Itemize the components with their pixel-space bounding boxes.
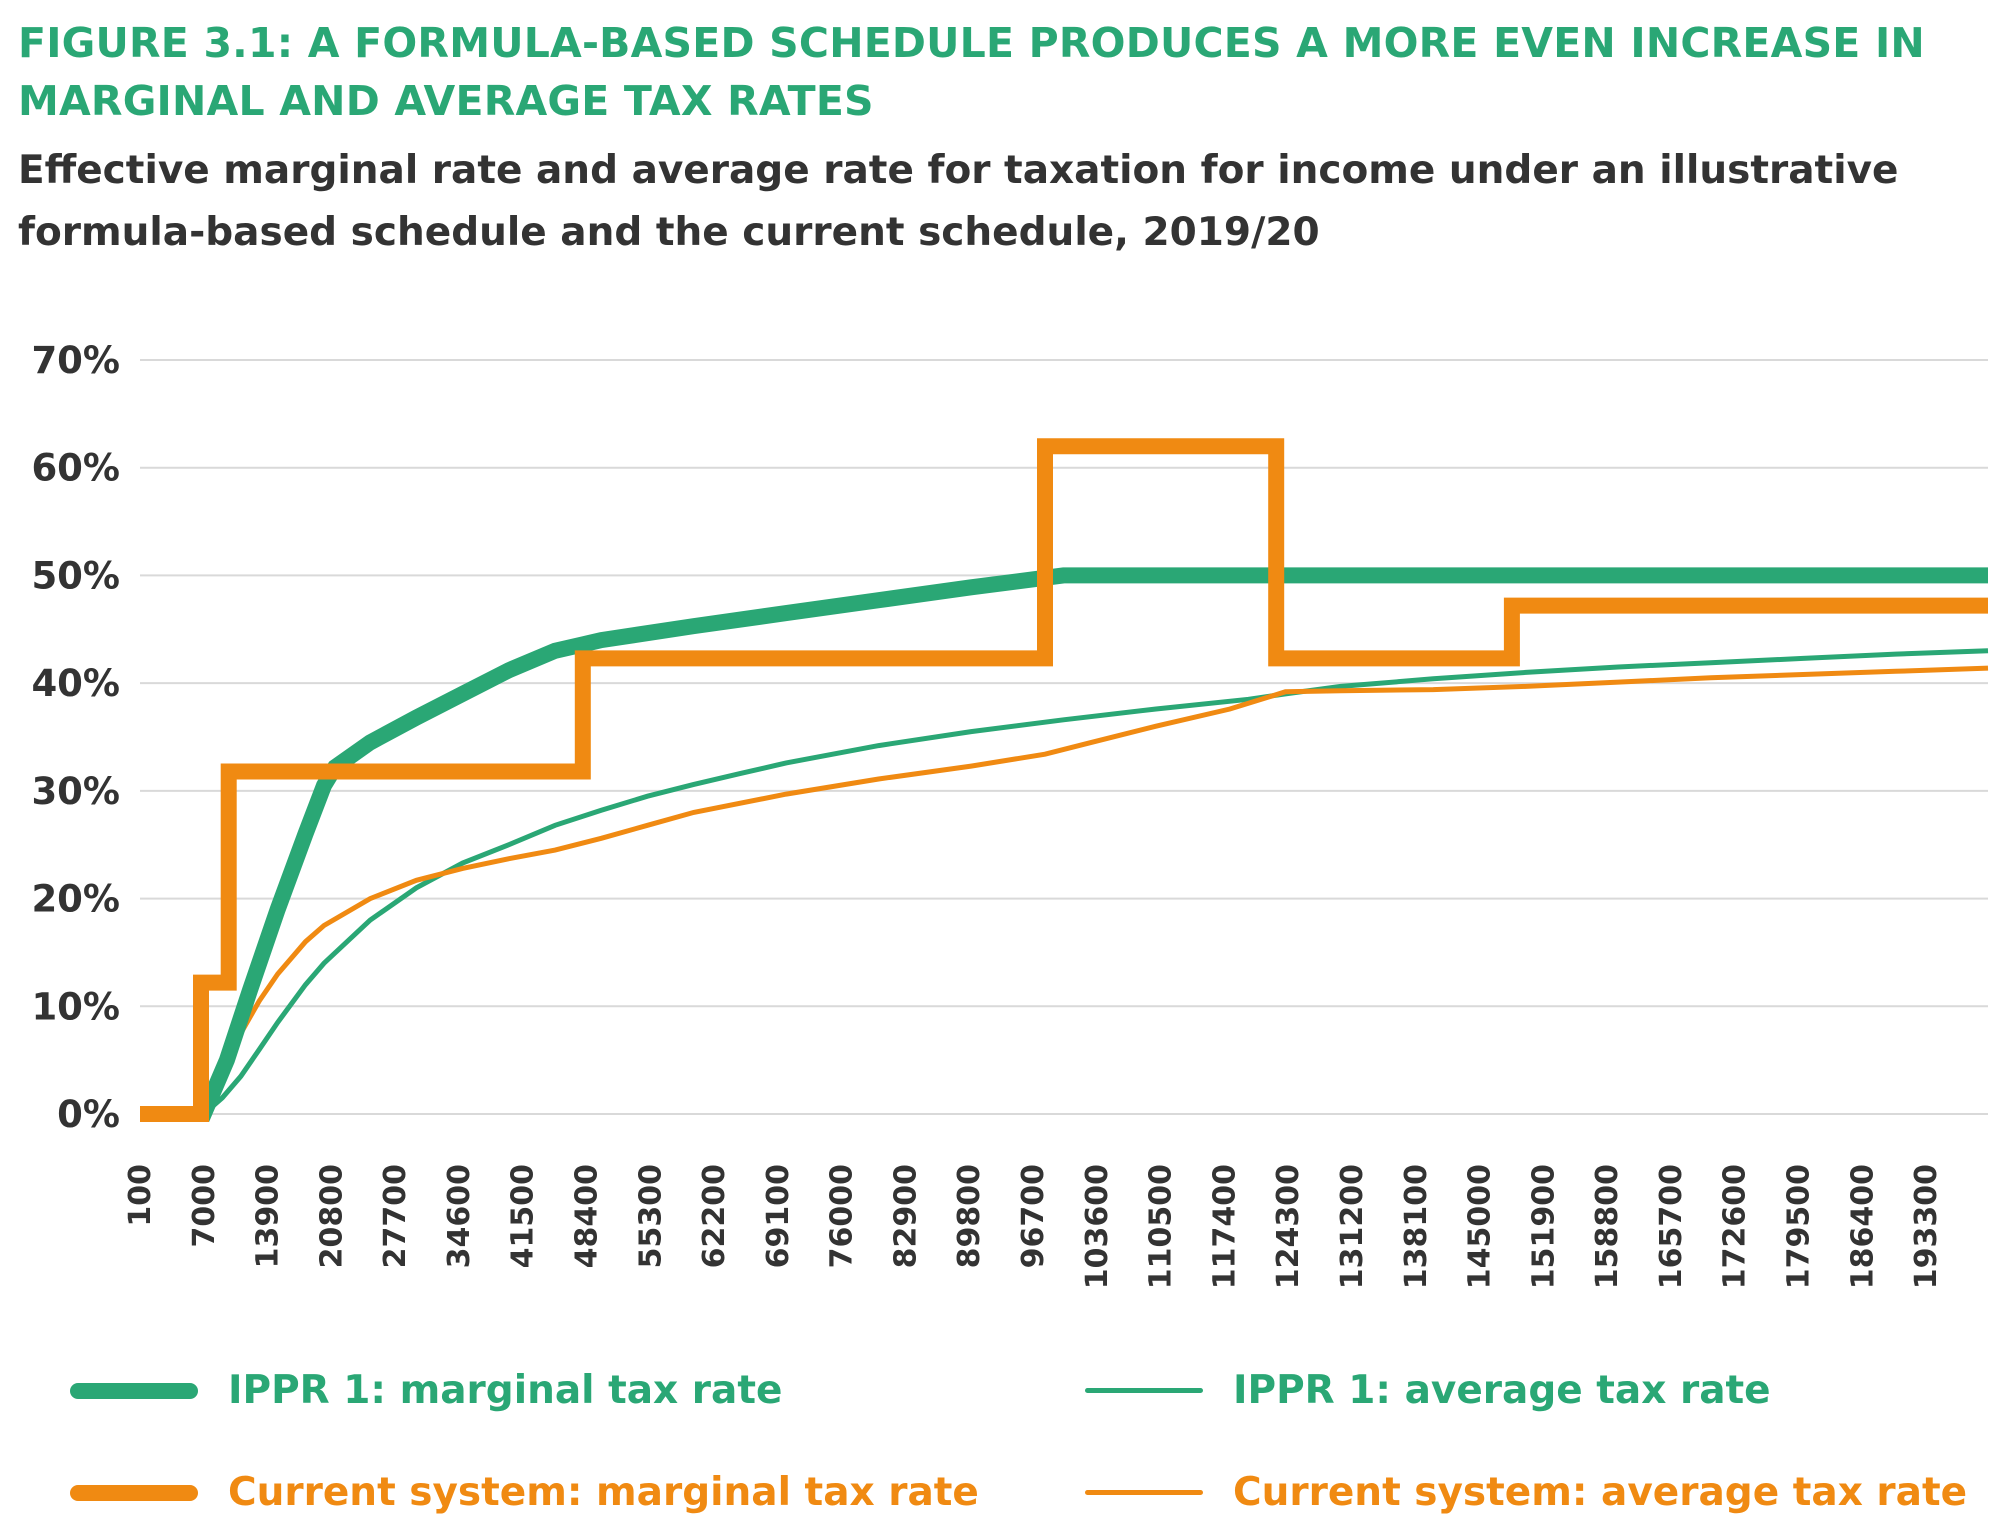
x-tick-label: 186400 — [1845, 1164, 1880, 1289]
x-tick-label: 62200 — [697, 1164, 732, 1268]
y-tick-label: 30% — [31, 770, 120, 813]
x-tick-label: 110500 — [1144, 1164, 1179, 1289]
x-tick-label: 100 — [123, 1164, 158, 1227]
legend-label-ippr-marginal: IPPR 1: marginal tax rate — [228, 1368, 783, 1413]
y-tick-label: 50% — [31, 554, 120, 597]
x-tick-label: 145000 — [1463, 1164, 1498, 1289]
x-tick-label: 138100 — [1399, 1164, 1434, 1289]
legend-swatch-current-marginal — [70, 1484, 198, 1501]
legend-swatch-current-average — [1085, 1490, 1203, 1495]
series-lines — [140, 438, 1989, 1122]
figure-heading: FIGURE 3.1: A FORMULA-BASED SCHEDULE PRO… — [18, 19, 1925, 125]
x-tick-label: 55300 — [633, 1164, 668, 1268]
x-tick-label: 69100 — [761, 1164, 796, 1268]
legend-current-average: Current system: average tax rate — [1085, 1470, 1967, 1515]
legend-swatch-ippr-marginal — [70, 1382, 198, 1399]
x-tick-label: 179500 — [1781, 1164, 1816, 1289]
x-tick-label: 20800 — [314, 1164, 349, 1268]
y-tick-label: 40% — [31, 662, 120, 705]
legend-label-ippr-average: IPPR 1: average tax rate — [1233, 1368, 1771, 1413]
series-line-current-system-average-tax-rate — [140, 665, 1989, 1117]
legend-label-current-average: Current system: average tax rate — [1233, 1470, 1968, 1515]
chart-subtitle: Effective marginal rate and average rate… — [18, 148, 1899, 255]
y-tick-label: 0% — [57, 1093, 120, 1136]
legend-swatch-ippr-average — [1085, 1388, 1203, 1393]
y-axis-tick-labels: 0% 10% 20% 30% 40% 50% 60% 70% — [31, 339, 120, 1136]
x-tick-label: 7000 — [187, 1164, 222, 1248]
x-tick-label: 76000 — [825, 1164, 860, 1268]
x-tick-label: 103600 — [1080, 1164, 1115, 1289]
y-tick-label: 20% — [31, 878, 120, 921]
x-tick-label: 13900 — [251, 1164, 286, 1268]
x-tick-label: 124300 — [1271, 1164, 1306, 1289]
x-tick-label: 48400 — [570, 1164, 605, 1268]
x-tick-label: 193300 — [1909, 1164, 1944, 1289]
x-tick-label: 117400 — [1207, 1164, 1242, 1289]
legend-ippr-marginal: IPPR 1: marginal tax rate — [70, 1368, 782, 1413]
series-line-current-system-marginal-tax-rate — [140, 438, 1988, 1122]
series-line-ippr-1-marginal-tax-rate — [140, 567, 1988, 1122]
x-tick-label: 27700 — [378, 1164, 413, 1268]
x-tick-label: 151900 — [1526, 1164, 1561, 1289]
y-tick-label: 70% — [31, 339, 120, 382]
y-tick-label: 10% — [31, 985, 120, 1028]
x-tick-label: 158800 — [1590, 1164, 1625, 1289]
y-tick-label: 60% — [31, 447, 120, 490]
x-tick-label: 34600 — [442, 1164, 477, 1268]
x-tick-label: 172600 — [1718, 1164, 1753, 1289]
legend-label-current-marginal: Current system: marginal tax rate — [228, 1470, 979, 1515]
gridlines — [140, 359, 1988, 1115]
x-axis-tick-labels: 100 7000 13900 20800 27700 34600 41500 48400 553… — [123, 1164, 1944, 1289]
x-tick-label: 41500 — [506, 1164, 541, 1268]
x-tick-label: 82900 — [888, 1164, 923, 1268]
legend-current-marginal: Current system: marginal tax rate — [70, 1470, 979, 1515]
x-tick-label: 96700 — [1016, 1164, 1051, 1268]
x-tick-label: 89800 — [952, 1164, 987, 1268]
x-tick-label: 131200 — [1335, 1164, 1370, 1289]
x-tick-label: 165700 — [1654, 1164, 1689, 1289]
legend-ippr-average: IPPR 1: average tax rate — [1085, 1368, 1771, 1413]
series-line-ippr-1-average-tax-rate — [140, 648, 1989, 1117]
